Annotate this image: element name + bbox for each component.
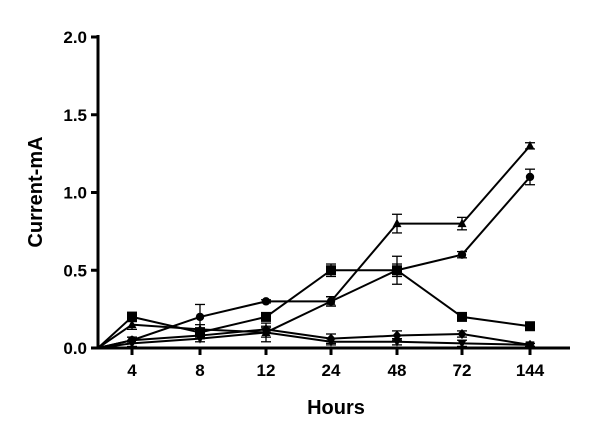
x-tick-label: 48 (388, 361, 407, 380)
marker-square (127, 311, 137, 322)
marker-triangle-down (525, 341, 535, 350)
series-circle (97, 168, 535, 349)
x-tick-label: 72 (453, 361, 472, 380)
marker-square (326, 265, 336, 276)
marker-diamond (457, 329, 467, 340)
x-tick-label: 144 (516, 361, 545, 380)
marker-triangle-down (326, 338, 336, 347)
series-layer (97, 140, 535, 350)
marker-square (261, 311, 271, 322)
marker-circle (195, 312, 205, 322)
marker-triangle-down (195, 335, 205, 344)
y-tick-label: 0.0 (63, 339, 87, 358)
series-line (97, 269, 531, 349)
x-tick-label: 4 (127, 361, 137, 380)
marker-triangle (127, 319, 137, 329)
marker-square (457, 311, 467, 322)
marker-triangle-down (261, 328, 271, 338)
marker-circle (457, 250, 467, 259)
series-diamond (97, 324, 535, 350)
marker-circle (525, 172, 535, 182)
x-tick-label: 12 (257, 361, 276, 380)
series-line (97, 328, 531, 349)
x-tick-label: 24 (322, 361, 341, 380)
series-line (97, 145, 531, 349)
y-axis-title: Current-mA (25, 136, 47, 247)
axes: 0.00.51.01.52.04 8 12 24 48 72 144 (63, 28, 570, 380)
marker-square (392, 265, 402, 276)
marker-triangle-down (392, 338, 402, 347)
marker-triangle-down (127, 339, 137, 349)
marker-circle (261, 297, 271, 306)
x-tick-label: 8 (195, 361, 204, 380)
marker-triangle (457, 218, 467, 228)
y-tick-label: 2.0 (63, 28, 87, 47)
series-triangle-down (97, 322, 535, 350)
marker-square (525, 321, 535, 332)
y-tick-label: 1.0 (63, 184, 87, 203)
marker-triangle (525, 140, 535, 150)
series-line (97, 176, 531, 349)
marker-triangle (392, 218, 402, 228)
x-axis-title: Hours (307, 397, 365, 419)
y-tick-label: 1.5 (63, 106, 87, 125)
marker-triangle-down (457, 339, 467, 349)
series-line (97, 331, 531, 349)
marker-circle (326, 297, 336, 306)
y-tick-label: 0.5 (63, 261, 87, 280)
